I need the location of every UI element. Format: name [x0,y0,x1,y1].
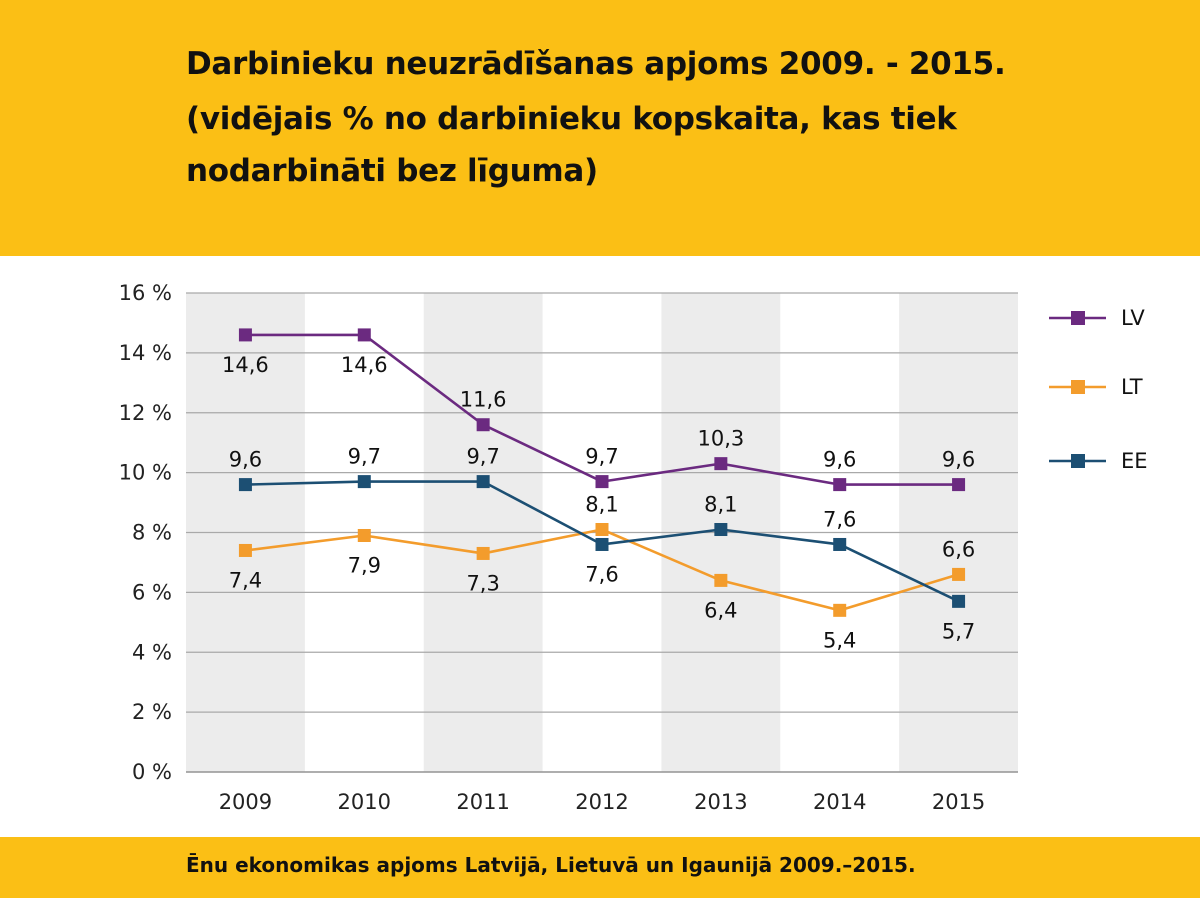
marker-lt-2009 [238,543,252,557]
footer-band: Ēnu ekonomikas apjoms Latvijā, Lietuvā u… [0,837,1200,898]
y-tick-label: 12 % [119,401,172,425]
x-tick-label-2010: 2010 [338,790,391,814]
data-label-lt-2010: 7,9 [348,553,381,577]
data-label-ee-2010: 9,7 [348,445,381,469]
marker-ee-2015 [952,594,966,608]
marker-lt-2010 [357,528,371,542]
marker-lv-2011 [476,418,490,432]
x-tick-label-2011: 2011 [456,790,509,814]
legend-label-lv: LV [1121,306,1145,330]
data-label-lv-2010: 14,6 [341,353,388,377]
data-label-lv-2014: 9,6 [823,448,856,472]
data-label-lv-2011: 11,6 [460,388,507,412]
marker-ee-2009 [238,478,252,492]
data-label-lv-2013: 10,3 [697,427,744,451]
marker-lt-2015 [952,567,966,581]
header-band: Darbinieku neuzrādīšanas apjoms 2009. - … [0,0,1200,256]
source-caption: Ēnu ekonomikas apjoms Latvijā, Lietuvā u… [186,853,916,877]
data-label-ee-2014: 7,6 [823,507,856,531]
data-labels: 14,6 14,6 11,6 9,7 10,3 9,6 9,6 7,4 7,9 7,3 8,1 6,4… [222,353,975,652]
data-label-lv-2009: 14,6 [222,353,269,377]
marker-lv-2009 [238,328,252,342]
y-tick-label: 2 % [132,700,172,724]
x-tick-label-2015: 2015 [932,790,985,814]
data-label-lv-2012: 9,7 [585,445,618,469]
marker-ee-2012 [595,537,609,551]
x-tick-label-2009: 2009 [219,790,272,814]
marker-lt-2012 [595,523,609,537]
marker-lv-2013 [714,457,728,471]
legend-marker-lv [1071,311,1085,325]
marker-lv-2015 [952,478,966,492]
legend-label-lt: LT [1121,375,1143,399]
marker-lt-2013 [714,573,728,587]
marker-lv-2014 [833,478,847,492]
y-tick-label: 8 % [132,521,172,545]
y-tick-label: 4 % [132,640,172,664]
marker-lt-2014 [833,603,847,617]
y-tick-label: 0 % [132,760,172,784]
marker-ee-2014 [833,537,847,551]
data-label-ee-2012: 7,6 [585,562,618,586]
data-label-lt-2014: 5,4 [823,628,856,652]
y-tick-label: 16 % [119,281,172,305]
y-tick-label: 6 % [132,580,172,604]
data-label-ee-2009: 9,6 [229,448,262,472]
data-label-ee-2013: 8,1 [704,493,737,517]
data-label-ee-2011: 9,7 [466,445,499,469]
marker-ee-2010 [357,475,371,489]
series [238,328,966,617]
legend-marker-lt [1071,380,1085,394]
marker-lv-2010 [357,328,371,342]
chart-title-line-2: (vidējais % no darbinieku kopskaita, kas… [186,101,957,137]
marker-ee-2013 [714,523,728,537]
legend-label-ee: EE [1121,449,1148,473]
data-label-lt-2011: 7,3 [466,571,499,595]
chart-title-line-3: nodarbināti bez līguma) [186,153,598,189]
data-label-lt-2013: 6,4 [704,598,737,622]
marker-lv-2012 [595,475,609,489]
line-chart: 0 % 2 % 4 % 6 % 8 % 10 % 12 % 14 % 16 % 2009 2010 2… [119,281,1148,814]
data-label-lt-2009: 7,4 [229,568,262,592]
chart-title-line-1: Darbinieku neuzrādīšanas apjoms 2009. - … [186,46,1006,82]
x-tick-label-2014: 2014 [813,790,866,814]
data-label-lt-2015: 6,6 [942,537,975,561]
legend: LV LT EE [1049,306,1148,473]
legend-marker-ee [1071,454,1085,468]
data-label-ee-2015: 5,7 [942,619,975,643]
x-tick-label-2013: 2013 [694,790,747,814]
data-label-lt-2012: 8,1 [585,493,618,517]
marker-ee-2011 [476,475,490,489]
axes: 0 % 2 % 4 % 6 % 8 % 10 % 12 % 14 % 16 % 2009 2010 2… [119,281,1018,814]
y-tick-label: 14 % [119,341,172,365]
data-label-lv-2015: 9,6 [942,448,975,472]
y-tick-label: 10 % [119,461,172,485]
x-tick-label-2012: 2012 [575,790,628,814]
marker-lt-2011 [476,546,490,560]
